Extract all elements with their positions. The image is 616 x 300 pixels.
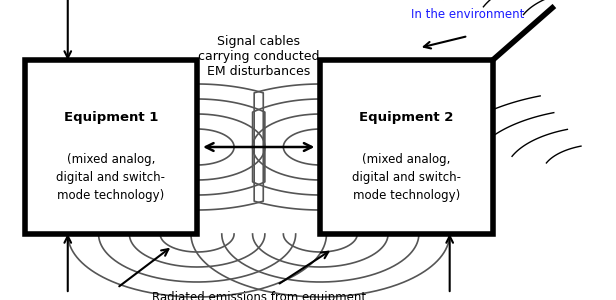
Text: Equipment 2: Equipment 2: [359, 110, 454, 124]
Bar: [320, 60, 493, 234]
Text: In the environment: In the environment: [411, 8, 525, 20]
Text: Radiated emissions from equipment: Radiated emissions from equipment: [152, 290, 366, 300]
Text: (mixed analog,
digital and switch-
mode technology): (mixed analog, digital and switch- mode …: [57, 152, 165, 202]
Text: Signal cables
carrying conducted
EM disturbances: Signal cables carrying conducted EM dist…: [198, 35, 320, 79]
Bar: [25, 60, 197, 234]
Text: (mixed analog,
digital and switch-
mode technology): (mixed analog, digital and switch- mode …: [352, 152, 461, 202]
Text: Equipment 1: Equipment 1: [63, 110, 158, 124]
